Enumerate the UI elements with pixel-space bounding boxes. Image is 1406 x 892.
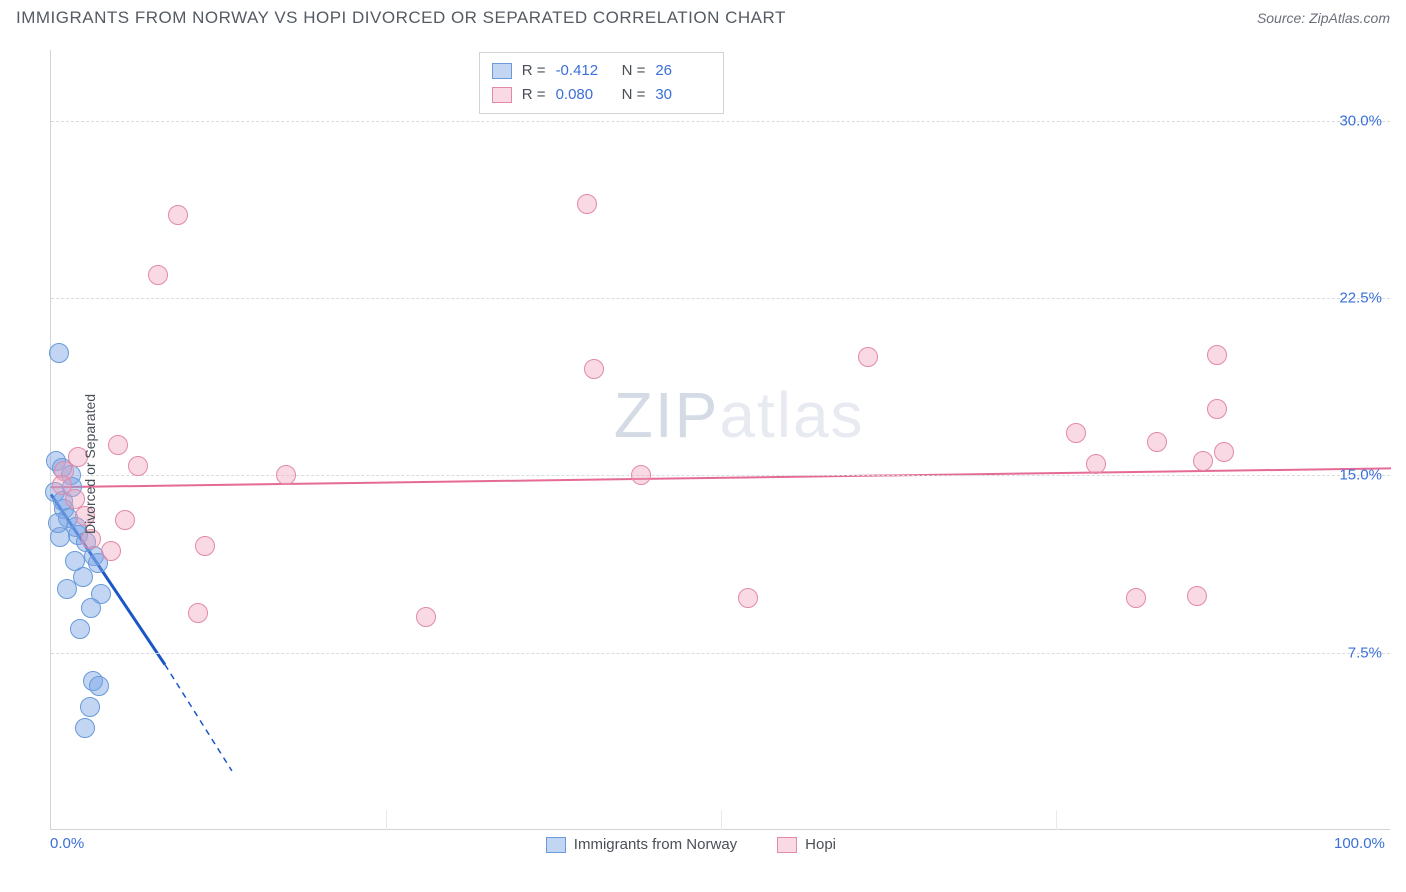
x-tick-label: 100.0% xyxy=(1334,835,1385,856)
scatter-point xyxy=(115,510,135,530)
legend-series-item: Immigrants from Norway xyxy=(546,836,737,853)
chart-source: Source: ZipAtlas.com xyxy=(1257,10,1390,26)
x-tick-label: 0.0% xyxy=(50,835,84,856)
legend-series: Immigrants from Norway Hopi xyxy=(546,836,836,853)
watermark-zip: ZIP xyxy=(614,379,720,451)
scatter-point xyxy=(631,465,651,485)
chart-plot-area: ZIPatlas xyxy=(50,50,1390,830)
scatter-point xyxy=(148,265,168,285)
scatter-point xyxy=(1207,399,1227,419)
scatter-point xyxy=(1193,451,1213,471)
scatter-point xyxy=(276,465,296,485)
scatter-point xyxy=(52,475,72,495)
legend-series-label: Hopi xyxy=(805,836,836,853)
legend-swatch xyxy=(492,87,512,103)
legend-series-item: Hopi xyxy=(777,836,836,853)
grid-line-vertical xyxy=(1056,810,1057,830)
y-tick-label: 15.0% xyxy=(1310,467,1390,484)
scatter-point xyxy=(1066,423,1086,443)
watermark-atlas: atlas xyxy=(719,379,864,451)
chart-title: IMMIGRANTS FROM NORWAY VS HOPI DIVORCED … xyxy=(16,8,786,28)
scatter-point xyxy=(48,513,68,533)
scatter-point xyxy=(81,598,101,618)
scatter-point xyxy=(70,619,90,639)
legend-n-label: N = xyxy=(622,59,646,83)
y-tick-label: 22.5% xyxy=(1310,290,1390,307)
grid-line-horizontal xyxy=(51,653,1390,654)
scatter-point xyxy=(416,607,436,627)
grid-line-vertical xyxy=(386,810,387,830)
legend-r-value: -0.412 xyxy=(556,59,612,83)
y-tick-label: 30.0% xyxy=(1310,112,1390,129)
legend-swatch xyxy=(777,837,797,853)
trend-line-extrapolated xyxy=(165,665,232,771)
scatter-point xyxy=(188,603,208,623)
scatter-point xyxy=(738,588,758,608)
scatter-point xyxy=(1126,588,1146,608)
scatter-point xyxy=(80,697,100,717)
scatter-point xyxy=(1214,442,1234,462)
scatter-point xyxy=(49,343,69,363)
y-tick-label: 7.5% xyxy=(1310,644,1390,661)
legend-series-label: Immigrants from Norway xyxy=(574,836,737,853)
grid-line-horizontal xyxy=(51,298,1390,299)
scatter-point xyxy=(584,359,604,379)
legend-r-label: R = xyxy=(522,83,546,107)
legend-n-value: 30 xyxy=(655,83,711,107)
scatter-point xyxy=(128,456,148,476)
legend-swatch xyxy=(546,837,566,853)
grid-line-horizontal xyxy=(51,121,1390,122)
scatter-point xyxy=(1187,586,1207,606)
scatter-point xyxy=(1207,345,1227,365)
scatter-point xyxy=(101,541,121,561)
grid-line-vertical xyxy=(721,810,722,830)
scatter-point xyxy=(195,536,215,556)
legend-correlation-row: R = -0.412 N = 26 xyxy=(492,59,712,83)
legend-correlation-box: R = -0.412 N = 26 R = 0.080 N = 30 xyxy=(479,52,725,114)
scatter-point xyxy=(108,435,128,455)
legend-n-label: N = xyxy=(622,83,646,107)
grid-line-horizontal xyxy=(51,475,1390,476)
legend-correlation-row: R = 0.080 N = 30 xyxy=(492,83,712,107)
scatter-point xyxy=(57,579,77,599)
scatter-point xyxy=(75,718,95,738)
legend-swatch xyxy=(492,63,512,79)
watermark: ZIPatlas xyxy=(614,378,865,452)
scatter-point xyxy=(89,676,109,696)
legend-n-value: 26 xyxy=(655,59,711,83)
legend-r-value: 0.080 xyxy=(556,83,612,107)
legend-r-label: R = xyxy=(522,59,546,83)
scatter-point xyxy=(577,194,597,214)
y-axis-title: Divorced or Separated xyxy=(82,394,98,534)
scatter-point xyxy=(1086,454,1106,474)
scatter-point xyxy=(168,205,188,225)
trend-line xyxy=(51,468,1391,487)
chart-svg-layer xyxy=(51,50,1391,830)
scatter-point xyxy=(858,347,878,367)
scatter-point xyxy=(1147,432,1167,452)
chart-header: IMMIGRANTS FROM NORWAY VS HOPI DIVORCED … xyxy=(0,0,1406,32)
